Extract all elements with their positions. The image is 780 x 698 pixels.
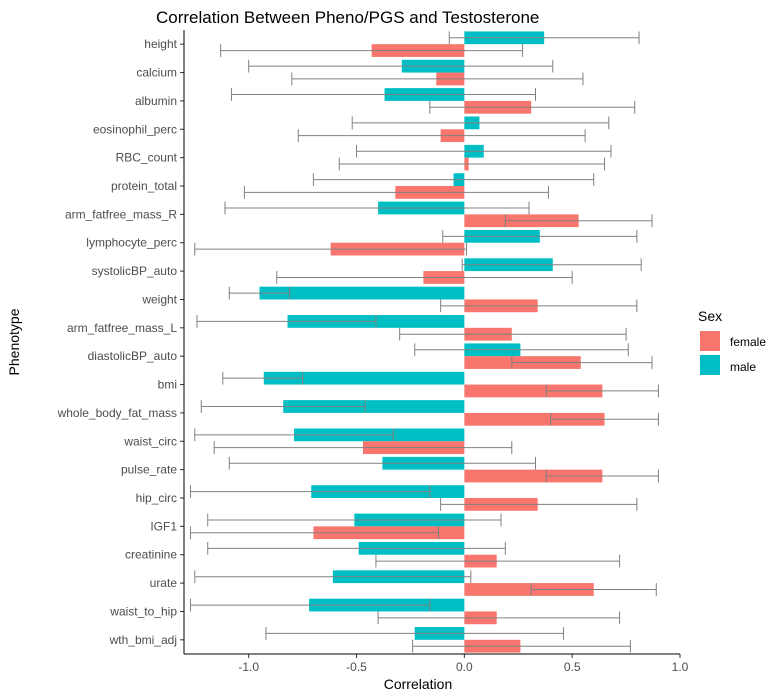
errorbar-male-calcium [248, 59, 554, 73]
errorbar-male-diastolicBP_auto [414, 343, 629, 357]
x-tick-label: -1.0 [238, 660, 259, 674]
y-tick-label: calcium [136, 66, 177, 80]
legend: Sex female male [698, 308, 766, 375]
errorbar-male-height [448, 31, 640, 45]
bar-female-bmi [464, 384, 603, 398]
errorbar-female-creatinine [375, 554, 621, 568]
plot-area [189, 31, 659, 653]
errorbar-male-systolicBP_auto [461, 258, 642, 272]
y-tick-label: eosinophil_perc [93, 122, 177, 136]
y-tick-label: creatinine [125, 548, 177, 562]
errorbar-female-pulse_rate [545, 469, 659, 483]
errorbar-female-lymphocyte_perc [194, 242, 468, 256]
y-tick-label: urate [150, 576, 178, 590]
y-tick-label: lymphocyte_perc [86, 236, 177, 250]
chart-title: Correlation Between Pheno/PGS and Testos… [156, 8, 539, 27]
y-tick-label: weight [141, 292, 177, 306]
y-tick-label: waist_circ [123, 434, 177, 448]
x-axis-ticks: -1.0 -0.5 0.0 0.5 1.0 [238, 654, 689, 674]
y-tick-label: pulse_rate [121, 463, 177, 477]
legend-key-female [700, 331, 720, 351]
y-tick-label: diastolicBP_auto [88, 349, 178, 363]
legend-title: Sex [698, 308, 722, 324]
errorbar-female-hip_circ [440, 498, 638, 511]
y-axis-ticks: height calcium albumin eosinophil_perc RBC_c… [57, 37, 184, 647]
errorbar-female-arm_fatfree_mass_L [399, 327, 627, 341]
y-tick-label: waist_to_hip [109, 604, 177, 618]
legend-key-male [700, 355, 720, 375]
y-tick-label: wth_bmi_adj [109, 633, 177, 647]
bar-male-whole_body_fat_mass [283, 400, 465, 413]
errorbar-male-albumin [230, 88, 537, 101]
bar-male-weight [259, 286, 465, 300]
errorbar-female-height [220, 44, 524, 57]
y-tick-label: whole_body_fat_mass [57, 406, 177, 420]
errorbar-female-weight [440, 299, 638, 313]
errorbar-female-waist_to_hip [377, 611, 621, 625]
errorbar-male-arm_fatfree_mass_R [224, 201, 530, 215]
errorbar-female-whole_body_fat_mass [550, 412, 659, 426]
errorbar-male-creatinine [207, 541, 506, 555]
y-tick-label: height [144, 37, 177, 51]
errorbar-male-RBC_count [356, 144, 612, 158]
y-tick-label: bmi [158, 378, 177, 392]
y-tick-label: arm_fatfree_mass_R [65, 207, 177, 221]
errorbar-male-waist_to_hip [189, 598, 431, 612]
y-tick-label: hip_circ [136, 491, 177, 505]
errorbar-male-wth_bmi_adj [265, 627, 565, 640]
bar-female-whole_body_fat_mass [464, 412, 605, 426]
bar-female-pulse_rate [464, 469, 603, 483]
errorbar-male-waist_circ [194, 428, 394, 442]
errorbar-female-calcium [291, 72, 584, 86]
x-tick-label: 1.0 [672, 660, 689, 674]
x-tick-label: 0.5 [564, 660, 581, 674]
errorbar-female-RBC_count [338, 157, 606, 171]
y-axis-title: Phenotype [6, 308, 22, 375]
y-tick-label: albumin [135, 94, 177, 108]
y-tick-label: systolicBP_auto [92, 264, 178, 278]
x-axis-title: Correlation [384, 676, 452, 692]
errorbar-male-arm_fatfree_mass_L [196, 315, 377, 328]
errorbar-male-IGF1 [207, 513, 502, 527]
errorbar-female-albumin [429, 100, 636, 114]
errorbar-female-arm_fatfree_mass_R [504, 214, 653, 228]
errorbar-female-waist_circ [213, 441, 513, 455]
errorbar-male-pulse_rate [228, 456, 537, 470]
errorbar-male-whole_body_fat_mass [200, 400, 366, 413]
errorbar-male-urate [194, 570, 472, 584]
errorbar-female-IGF1 [189, 526, 439, 540]
x-tick-label: 0.0 [456, 660, 473, 674]
errorbar-female-diastolicBP_auto [511, 356, 653, 369]
errorbar-male-bmi [222, 371, 304, 385]
errorbar-male-protein_total [312, 173, 595, 186]
bar-female-urate [464, 583, 594, 596]
y-tick-label: arm_fatfree_mass_L [67, 321, 177, 335]
legend-label-male: male [730, 360, 756, 374]
errorbar-female-wth_bmi_adj [412, 639, 631, 653]
errorbar-male-eosinophil_perc [351, 116, 610, 130]
errorbar-female-systolicBP_auto [276, 271, 573, 284]
y-tick-label: protein_total [111, 179, 177, 193]
legend-label-female: female [730, 335, 766, 349]
errorbar-female-urate [530, 583, 657, 596]
errorbar-female-protein_total [243, 186, 549, 199]
x-tick-label: -0.5 [346, 660, 367, 674]
errorbar-female-bmi [545, 384, 659, 398]
y-tick-label: IGF1 [150, 519, 177, 533]
errorbar-male-lymphocyte_perc [442, 229, 638, 243]
errorbar-female-eosinophil_perc [297, 129, 586, 143]
errorbar-male-weight [228, 286, 291, 300]
bar-male-bmi [263, 371, 465, 385]
errorbar-male-hip_circ [189, 485, 431, 498]
y-tick-label: RBC_count [116, 151, 178, 165]
